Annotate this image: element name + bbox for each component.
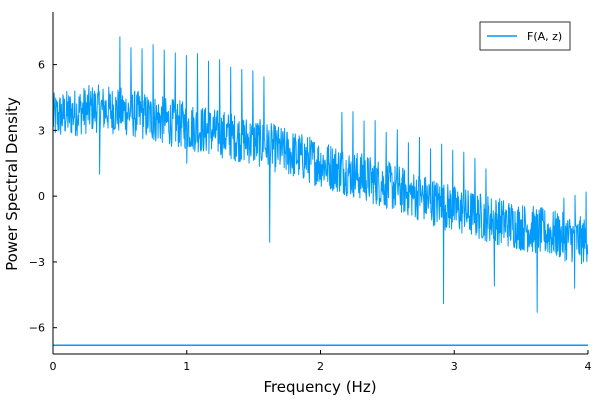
y-axis-title: Power Spectral Density [3, 97, 21, 271]
y-tick-label: 3 [38, 124, 45, 137]
y-tick-label: 6 [38, 59, 45, 72]
legend: F(A, z) [479, 21, 571, 51]
x-axis-title: Frequency (Hz) [263, 378, 376, 396]
y-tick-label: 0 [38, 190, 45, 203]
x-ticks: 0 1 2 3 4 [50, 350, 592, 373]
x-tick-label: 1 [183, 360, 190, 373]
x-tick-label: 2 [317, 360, 324, 373]
x-tick-label: 4 [585, 360, 592, 373]
y-ticks: −6 −3 0 3 6 [29, 59, 57, 335]
x-tick-label: 3 [451, 360, 458, 373]
y-tick-label: −6 [29, 322, 45, 335]
plot-series [52, 36, 589, 346]
legend-label-f-a-z: F(A, z) [527, 30, 562, 43]
x-tick-label: 0 [50, 360, 57, 373]
series-line-f-a-z [52, 36, 589, 313]
y-tick-label: −3 [29, 256, 45, 269]
